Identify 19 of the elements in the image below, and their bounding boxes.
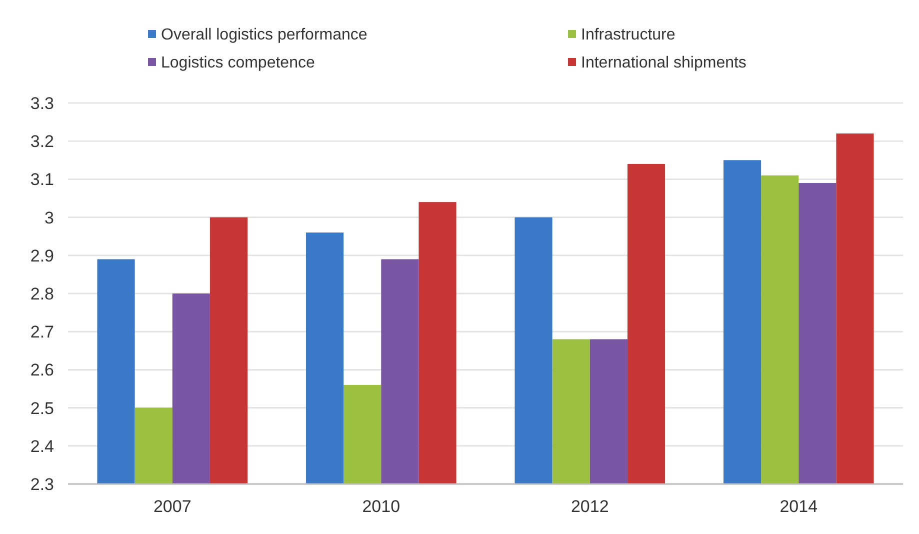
legend-label: International shipments bbox=[581, 54, 746, 72]
legend-label: Logistics competence bbox=[161, 54, 315, 72]
x-tick-label: 2007 bbox=[153, 497, 192, 516]
y-tick-label: 2.3 bbox=[30, 474, 54, 494]
y-tick-label: 2.9 bbox=[30, 246, 54, 266]
y-tick-label: 2.7 bbox=[30, 322, 54, 342]
y-tick-label: 2.8 bbox=[30, 284, 54, 304]
legend-label: Overall logistics performance bbox=[161, 26, 368, 44]
y-tick-label: 3.1 bbox=[30, 170, 54, 190]
y-tick-label: 3.2 bbox=[30, 132, 54, 152]
x-tick-label: 2010 bbox=[362, 497, 400, 516]
x-tick-label: 2014 bbox=[780, 497, 818, 516]
x-tick-label: 2012 bbox=[570, 497, 609, 516]
y-tick-label: 2.6 bbox=[30, 360, 54, 380]
y-tick-label: 2.5 bbox=[30, 398, 54, 418]
legend-label: Infrastructure bbox=[581, 26, 676, 44]
y-tick-label: 3 bbox=[44, 208, 54, 228]
y-tick-label: 2.4 bbox=[30, 436, 54, 456]
y-tick-label: 3.3 bbox=[30, 94, 54, 113]
